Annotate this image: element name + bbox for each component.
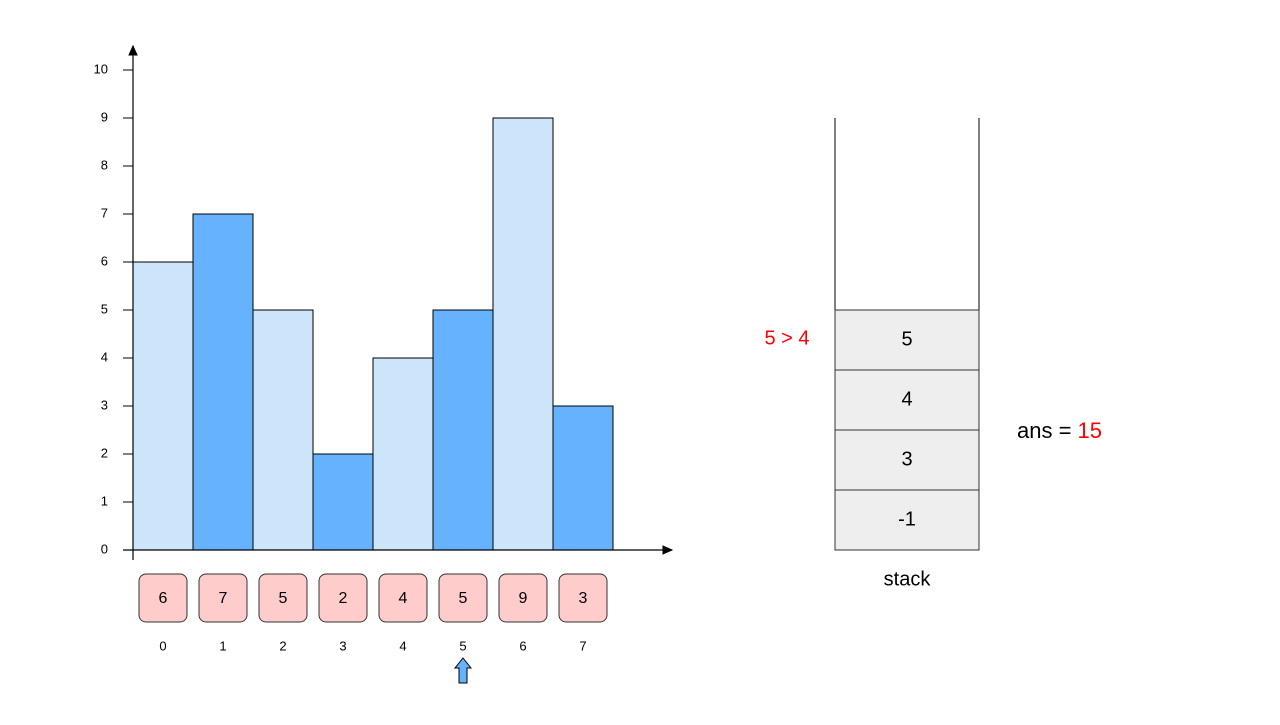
bar — [312, 453, 374, 551]
index-label: 0 — [159, 638, 166, 653]
value-box — [438, 573, 488, 623]
bar — [252, 309, 314, 551]
y-tick-label: 7 — [101, 205, 108, 220]
stack-item: 3 — [901, 448, 912, 470]
y-tick-label: 1 — [101, 493, 108, 508]
index-label: 7 — [579, 638, 586, 653]
index-label: 3 — [339, 638, 346, 653]
value-label: 5 — [279, 590, 288, 607]
stack-cell — [834, 369, 980, 431]
bar — [372, 357, 434, 551]
bar — [132, 261, 194, 551]
bar — [432, 309, 494, 551]
index-label: 6 — [519, 638, 526, 653]
stack-label: stack — [884, 568, 932, 590]
ans: ans = 15 — [1017, 418, 1102, 443]
stack-item: 5 — [901, 328, 912, 350]
bar — [552, 405, 614, 551]
value-label: 6 — [159, 590, 168, 607]
y-tick-label: 2 — [101, 445, 108, 460]
value-label: 3 — [579, 590, 588, 607]
y-tick-label: 8 — [101, 157, 108, 172]
stack-cell — [834, 489, 980, 551]
bar — [192, 213, 254, 551]
bar — [492, 117, 554, 551]
value-box — [138, 573, 188, 623]
index-label: 2 — [279, 638, 286, 653]
y-tick-label: 5 — [101, 301, 108, 316]
pointer-arrow — [453, 657, 473, 684]
stack-item: 4 — [901, 388, 912, 410]
value-label: 7 — [219, 590, 228, 607]
y-tick-label: 9 — [101, 109, 108, 124]
comparison: 5 > 4 — [764, 327, 809, 349]
value-box — [558, 573, 608, 623]
y-tick-label: 0 — [101, 541, 108, 556]
y-tick-label: 6 — [101, 253, 108, 268]
index-label: 4 — [399, 638, 406, 653]
value-label: 5 — [459, 590, 468, 607]
value-box — [318, 573, 368, 623]
value-box — [198, 573, 248, 623]
value-label: 2 — [339, 590, 348, 607]
value-label: 9 — [519, 590, 528, 607]
value-box — [258, 573, 308, 623]
ans-label: ans = — [1017, 418, 1078, 443]
value-box — [498, 573, 548, 623]
y-tick-label: 4 — [101, 349, 108, 364]
value-label: 4 — [399, 590, 408, 607]
value-box — [378, 573, 428, 623]
index-label: 1 — [219, 638, 226, 653]
ans-value: 15 — [1078, 418, 1102, 443]
index-label: 5 — [459, 638, 466, 653]
stack-cell — [834, 309, 980, 371]
stack-cell — [834, 429, 980, 491]
y-tick-label: 10 — [94, 61, 108, 76]
stack-item: -1 — [898, 508, 916, 530]
y-tick-label: 3 — [101, 397, 108, 412]
